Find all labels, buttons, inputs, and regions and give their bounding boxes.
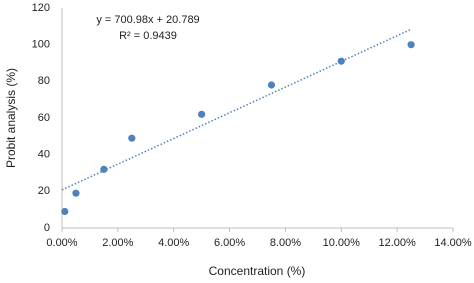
y-axis-title: Probit analysis (%) xyxy=(4,68,18,168)
data-point xyxy=(72,189,80,197)
x-tick-label: 6.00% xyxy=(214,237,245,249)
data-point xyxy=(267,81,276,89)
data-point xyxy=(100,165,108,173)
x-tick-label: 0.00% xyxy=(46,237,77,249)
annotation: R² = 0.9439 xyxy=(119,30,177,42)
y-tick-label: 20 xyxy=(38,185,50,197)
y-tick-label: 80 xyxy=(38,75,50,87)
data-point xyxy=(198,110,206,118)
data-point xyxy=(61,207,69,216)
y-tick-label: 100 xyxy=(32,39,50,51)
y-tick-label: 120 xyxy=(32,2,50,14)
data-point xyxy=(128,134,136,142)
x-tick-label: 4.00% xyxy=(158,237,189,249)
annotation: y = 700.98x + 20.789 xyxy=(96,14,199,26)
x-tick-label: 12.00% xyxy=(378,237,416,249)
x-tick-label: 10.00% xyxy=(323,237,361,249)
x-tick-label: 8.00% xyxy=(270,237,301,249)
y-tick-label: 60 xyxy=(38,112,50,124)
x-tick-label: 14.00% xyxy=(434,237,472,249)
data-point xyxy=(407,41,415,49)
y-tick-label: 0 xyxy=(44,222,50,234)
trendline xyxy=(61,28,412,191)
x-axis-title: Concentration (%) xyxy=(209,264,306,278)
x-tick-label: 2.00% xyxy=(102,237,133,249)
y-tick-label: 40 xyxy=(38,149,50,161)
data-point xyxy=(337,57,345,65)
